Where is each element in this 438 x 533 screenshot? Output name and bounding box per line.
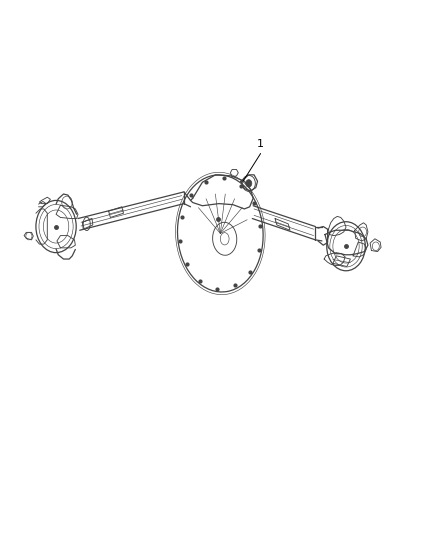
Circle shape: [246, 180, 252, 187]
Ellipse shape: [220, 233, 229, 245]
Text: 1: 1: [257, 139, 264, 149]
